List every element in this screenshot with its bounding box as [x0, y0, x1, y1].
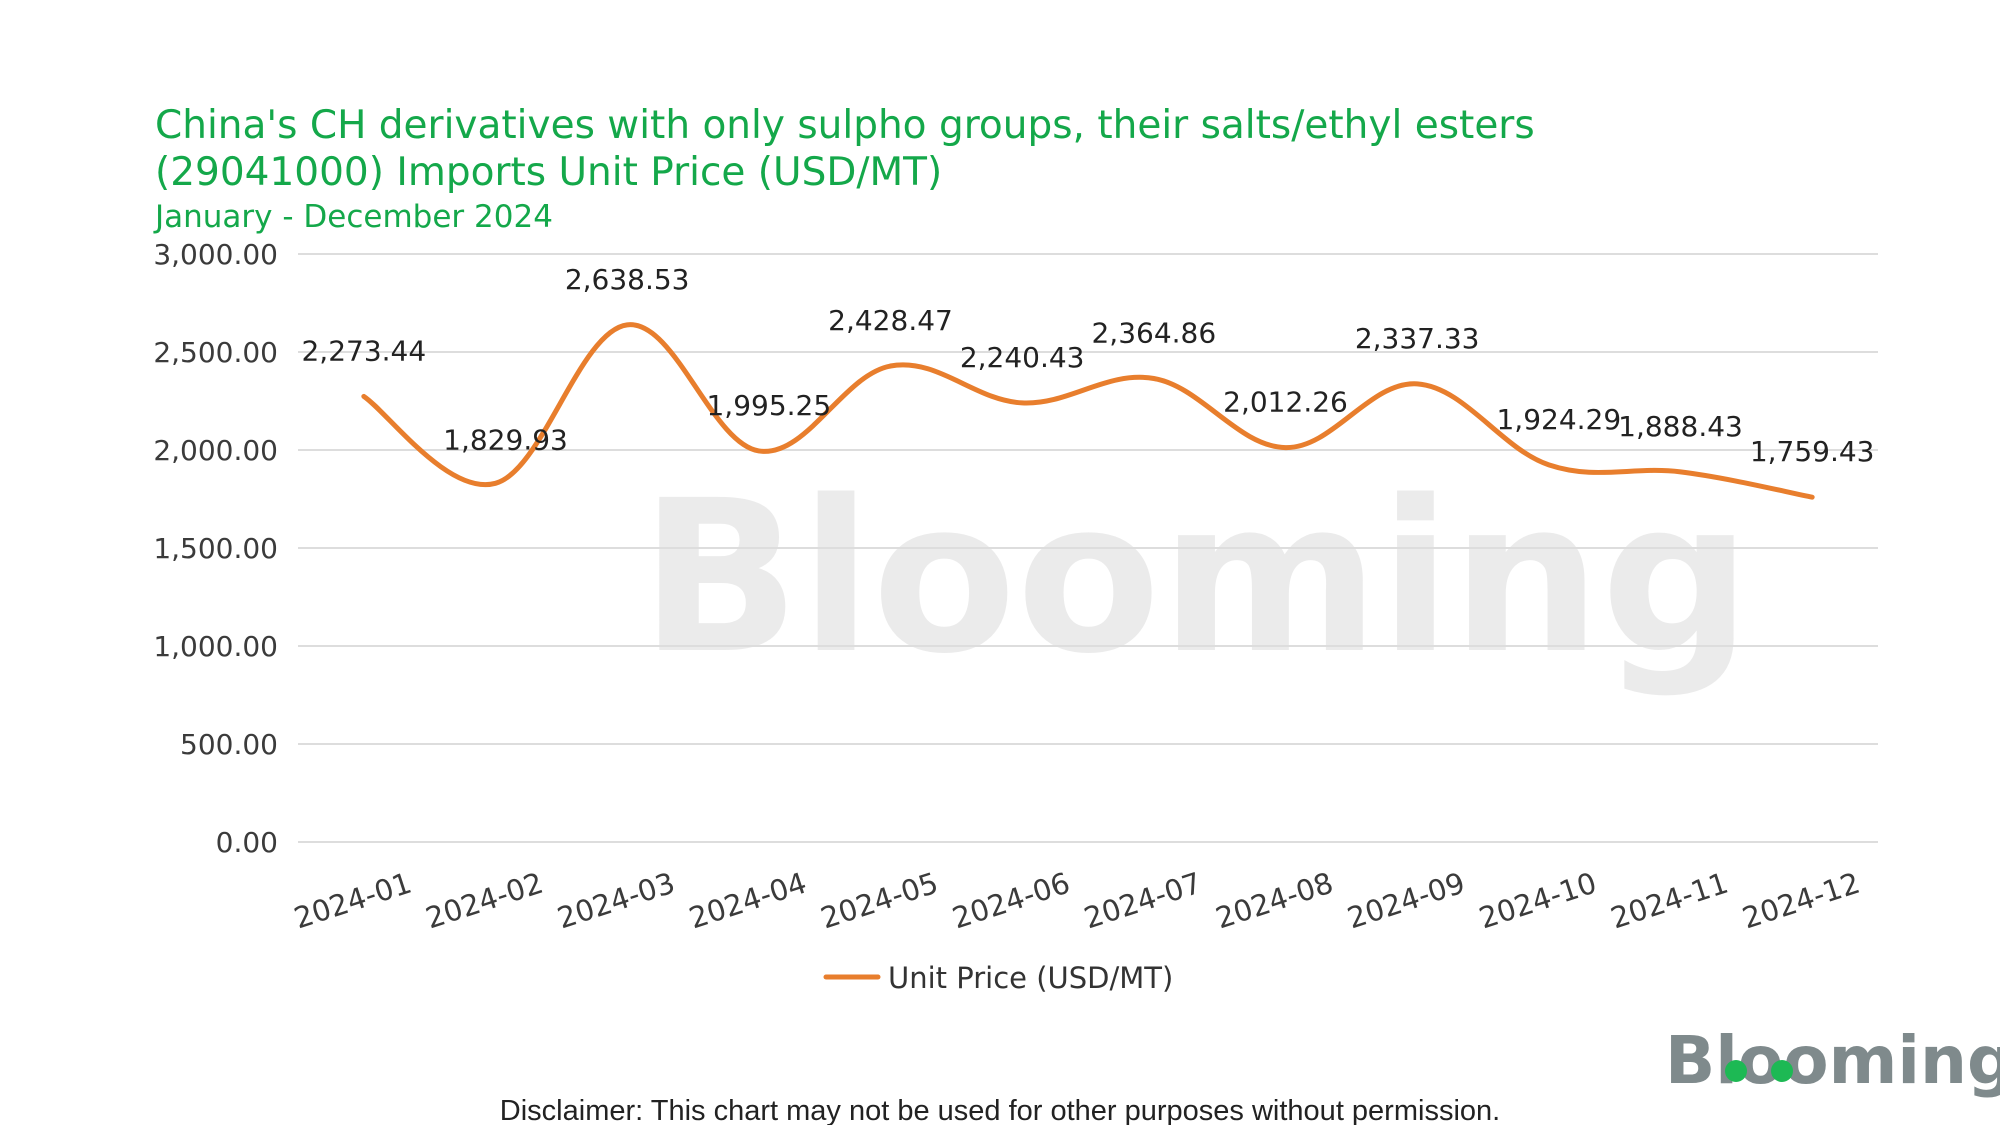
x-tick-label: 2024-11 [1607, 866, 1733, 936]
x-tick-label: 2024-12 [1738, 866, 1864, 936]
data-label: 1,829.93 [443, 423, 568, 456]
series-line-group [361, 322, 1815, 500]
x-tick-label: 2024-10 [1475, 866, 1601, 936]
y-tick-label: 0.00 [216, 826, 278, 859]
y-tick-label: 1,000.00 [153, 630, 278, 663]
x-tick-label: 2024-04 [685, 866, 811, 936]
data-label: 2,012.26 [1223, 386, 1348, 419]
data-label: 1,924.29 [1496, 403, 1621, 436]
logo-eye-right-icon [1771, 1060, 1793, 1082]
y-axis-ticks: 0.00 500.00 1,000.00 1,500.00 2,000.00 2,500.… [153, 238, 278, 859]
x-tick-label: 2024-01 [290, 866, 416, 936]
data-label: 2,240.43 [960, 341, 1085, 374]
x-tick-label: 2024-07 [1080, 866, 1206, 936]
brand-logo: Blooming [1665, 1022, 2000, 1099]
logo-eye-left-icon [1725, 1060, 1747, 1082]
x-axis-ticks: 2024-01 2024-02 2024-03 2024-04 2024-05 2024-… [290, 866, 1864, 936]
data-label: 2,364.86 [1091, 316, 1216, 349]
data-label: 1,995.25 [706, 389, 831, 422]
y-tick-label: 500.00 [180, 728, 278, 761]
data-label: 1,888.43 [1618, 410, 1743, 443]
legend-label: Unit Price (USD/MT) [888, 961, 1173, 995]
x-tick-label: 2024-09 [1343, 866, 1469, 936]
x-tick-label: 2024-05 [817, 866, 943, 936]
y-tick-label: 3,000.00 [153, 238, 278, 271]
x-tick-label: 2024-02 [422, 866, 548, 936]
data-labels: 2,273.44 1,829.93 2,638.53 1,995.25 2,428.47… [301, 263, 1874, 468]
y-tick-label: 2,000.00 [153, 434, 278, 467]
series-line [361, 322, 1815, 500]
x-tick-label: 2024-08 [1212, 866, 1338, 936]
y-tick-label: 2,500.00 [153, 336, 278, 369]
y-tick-label: 1,500.00 [153, 532, 278, 565]
disclaimer: Disclaimer: This chart may not be used f… [500, 1095, 1500, 1125]
data-label: 2,337.33 [1355, 322, 1480, 355]
data-label: 2,638.53 [565, 263, 690, 296]
watermark-text: Blooming [640, 455, 1751, 700]
chart-title-line2: (29041000) Imports Unit Price (USD/MT) [155, 150, 942, 195]
chart-title-line1: China's CH derivatives with only sulpho … [155, 103, 1535, 148]
watermark-group: Blooming [640, 455, 1751, 700]
x-tick-label: 2024-03 [553, 866, 679, 936]
x-tick-label: 2024-06 [948, 866, 1074, 936]
logo-text: Blooming [1665, 1022, 2000, 1099]
legend: Unit Price (USD/MT) [823, 961, 1173, 995]
gridlines [298, 253, 1878, 843]
data-label: 2,428.47 [828, 304, 953, 337]
data-label: 2,273.44 [301, 334, 426, 367]
chart-subtitle: January - December 2024 [153, 199, 553, 235]
data-label: 1,759.43 [1750, 435, 1875, 468]
